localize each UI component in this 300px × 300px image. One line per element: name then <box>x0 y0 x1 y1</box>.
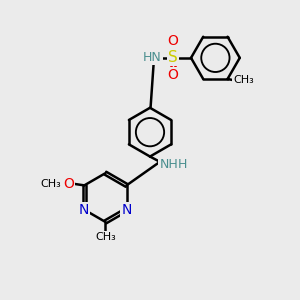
Text: CH₃: CH₃ <box>233 76 254 85</box>
Text: O: O <box>63 177 74 191</box>
Text: HN: HN <box>143 51 162 64</box>
Text: S: S <box>168 50 178 65</box>
Text: N: N <box>121 203 132 217</box>
Text: CH₃: CH₃ <box>40 179 61 189</box>
Text: H: H <box>178 158 188 171</box>
Text: O: O <box>168 34 178 48</box>
Text: NH: NH <box>159 158 178 171</box>
Text: CH₃: CH₃ <box>95 232 116 242</box>
Text: N: N <box>79 203 89 217</box>
Text: O: O <box>168 68 178 82</box>
